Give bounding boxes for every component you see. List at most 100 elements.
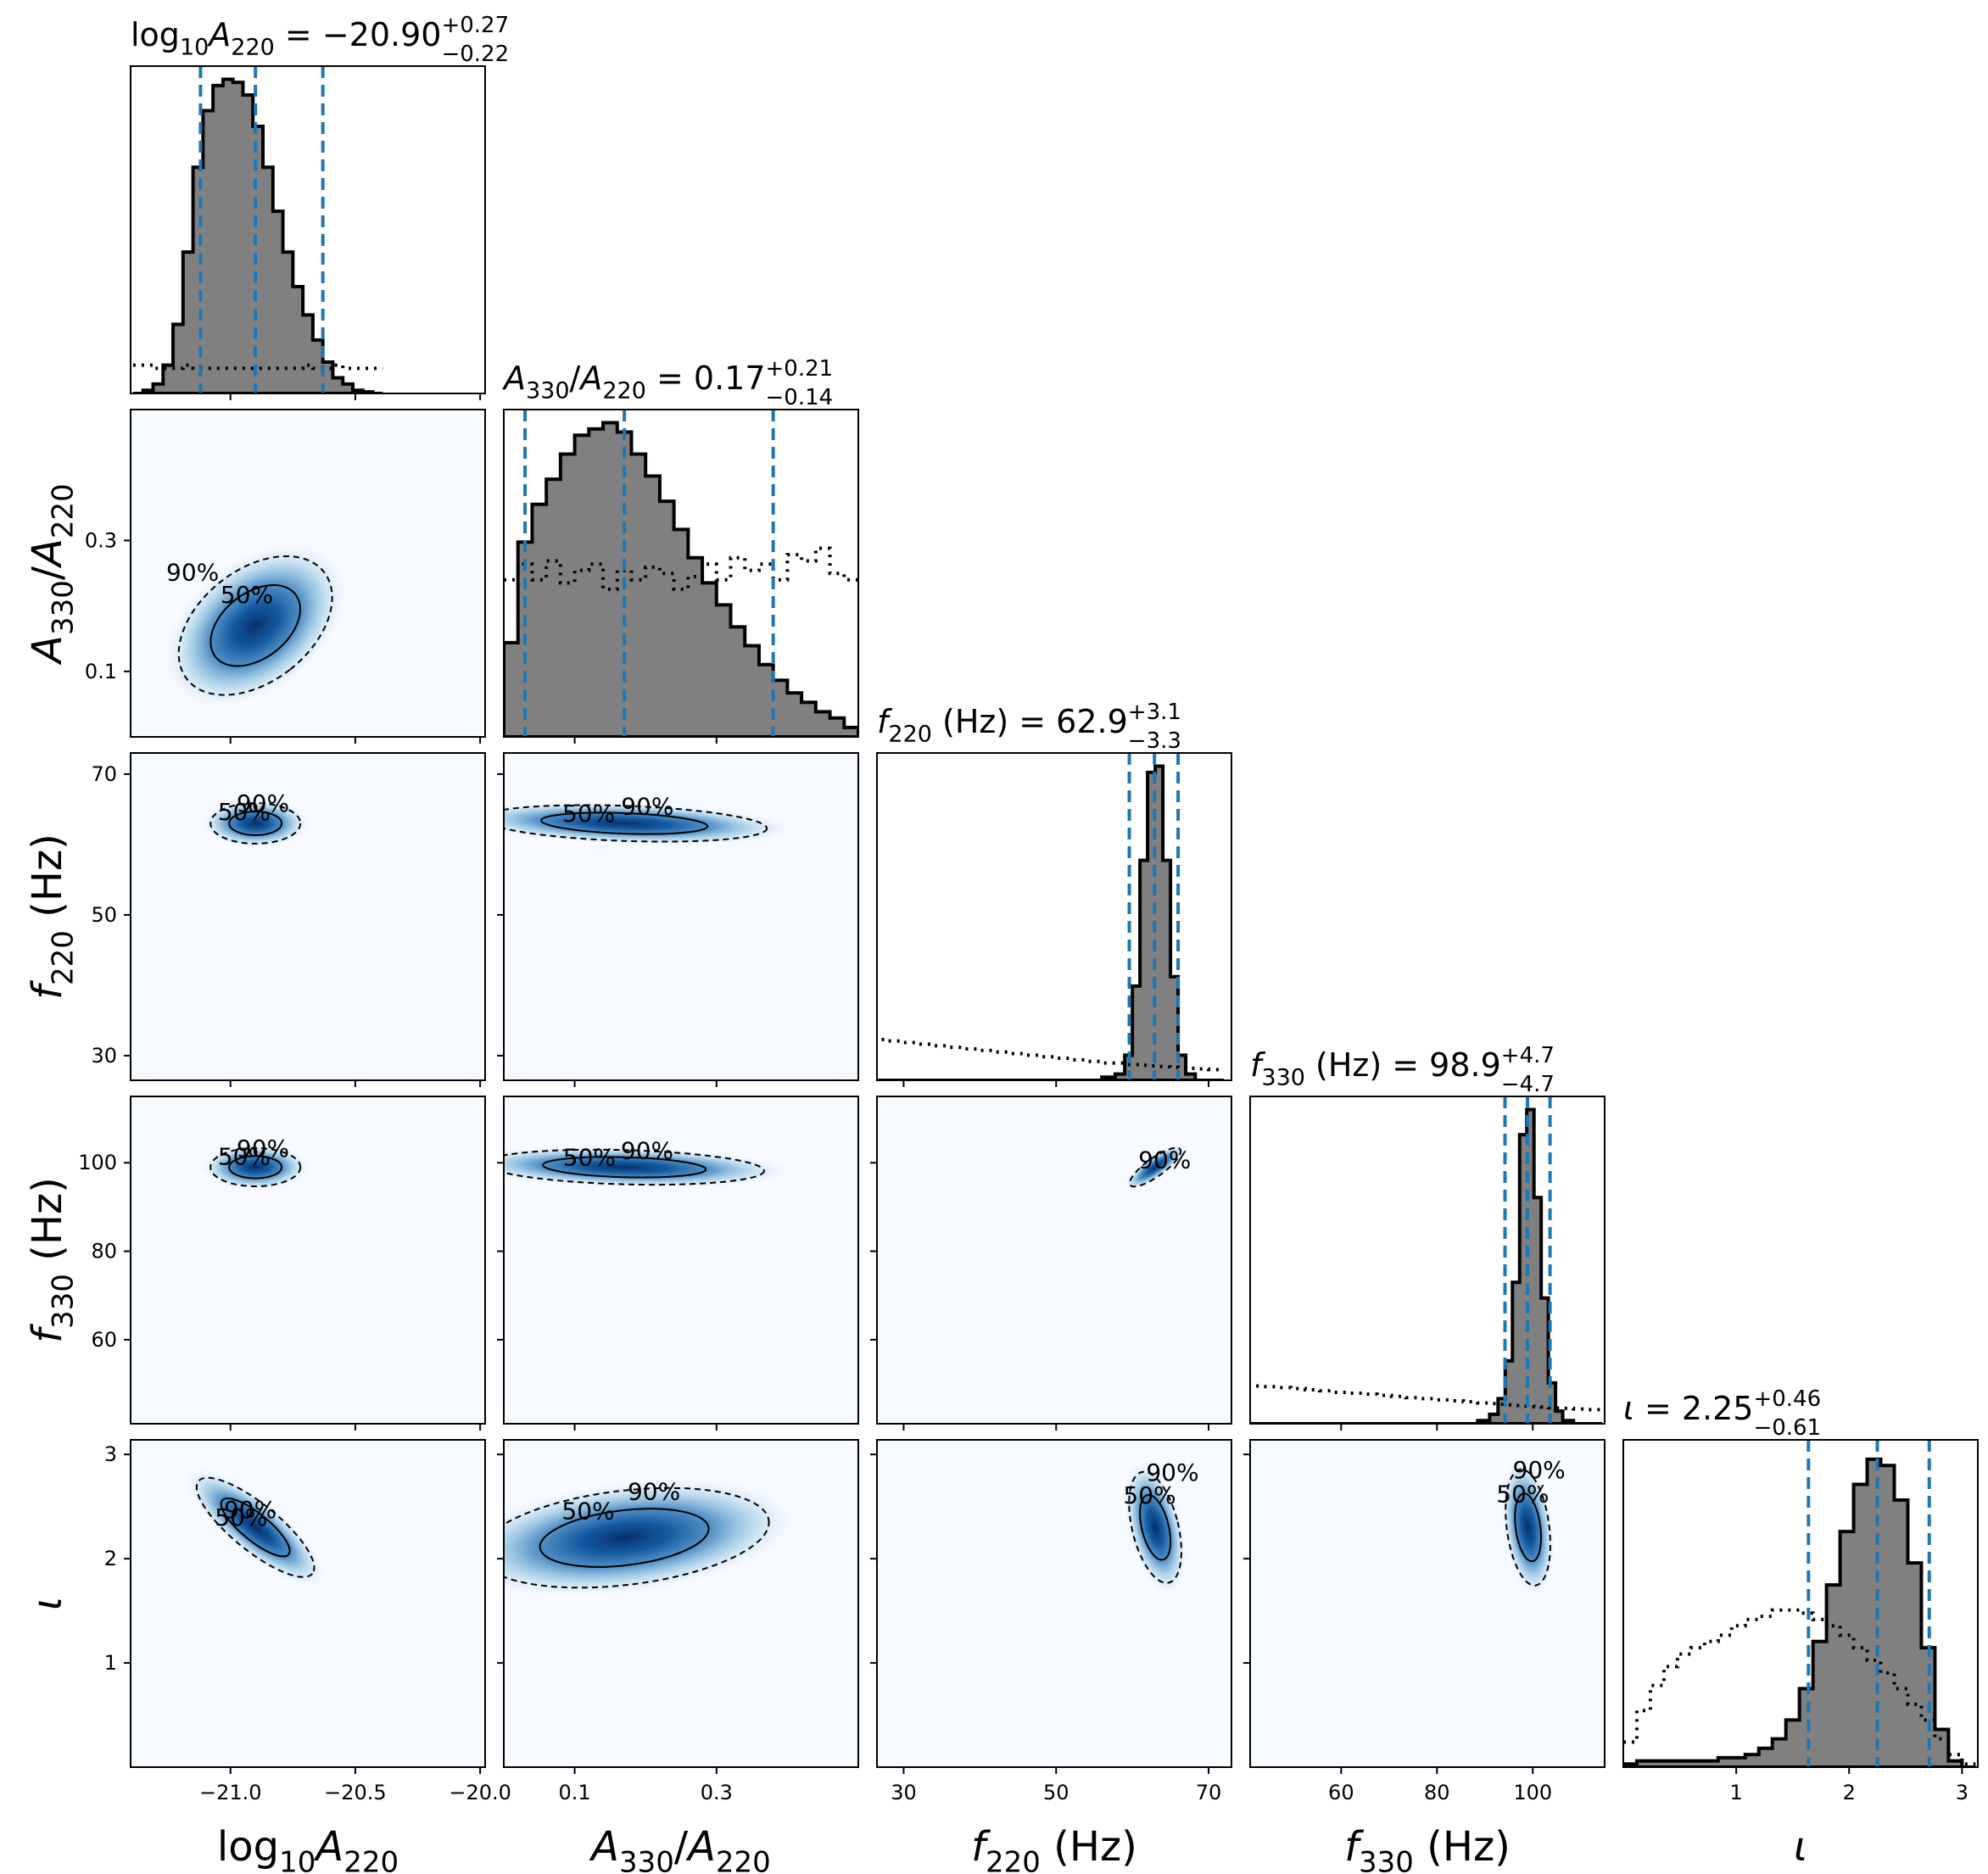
density-background (504, 1096, 858, 1424)
x-tick-label: 80 (1424, 1781, 1450, 1804)
contour-label-90: 90% (621, 792, 673, 820)
panel-frame (1622, 1439, 1979, 1768)
panel-f330-vs-iota: 90%50% 60 80 100 (1243, 1439, 1605, 1804)
density-blob (504, 800, 799, 846)
y-tick-label: 70 (91, 762, 117, 786)
panel-log10A220-vs-iota: 90%50% −21.0 −20.5 −20.0 1 2 3 (104, 1439, 511, 1804)
prior-histogram (1623, 1608, 1976, 1766)
panel-A330overA220-vs-iota: 90% 50% 0.1 0.3 (497, 1439, 859, 1804)
contour-label-90: 90% (1513, 1456, 1566, 1484)
contour-50 (541, 1156, 707, 1179)
panel-iota: ι = 2.25+0.46−0.61 1 2 3 (1622, 1386, 1979, 1804)
contour-50 (220, 1498, 291, 1558)
x-tick-label: 2 (1843, 1781, 1856, 1804)
posterior-histogram (132, 77, 383, 393)
contour-50 (209, 584, 301, 667)
panel-A330overA220-vs-f220: 90%50% (497, 752, 859, 1087)
x-axis-label-iota: ι (1794, 1823, 1807, 1871)
contour-label-90: 90% (224, 1496, 276, 1524)
y-tick-label: 1 (104, 1651, 117, 1675)
contour-label-50: 50% (215, 1503, 267, 1531)
contour-50 (228, 811, 283, 836)
x-axis-label-f330: f330​ (Hz) (1344, 1823, 1511, 1874)
y-tick-label: 30 (91, 1044, 117, 1068)
x-axis-label-log10A220: log10​A220​ (217, 1823, 399, 1874)
y-tick-label: 3 (104, 1442, 117, 1466)
x-axis-label-A330overA220: A330​/A220​ (589, 1823, 771, 1874)
contour-label-50: 50% (218, 1142, 271, 1170)
density-blob (200, 1143, 310, 1191)
panel-frame (130, 65, 486, 394)
param-title-iota: ι = 2.25+0.46 (1623, 1386, 1821, 1427)
prior-histogram (504, 546, 858, 591)
y-axis-label-iota: ι (24, 1597, 71, 1610)
param-title-minus-iota: −0.61 (1753, 1415, 1821, 1441)
contour-label-90: 90% (237, 1135, 289, 1163)
panel-log10A220-vs-A330overA220: 90%50% 0.1 0.3 (85, 409, 486, 744)
contour-label-50: 50% (562, 800, 615, 828)
contour-50 (228, 1155, 283, 1180)
panel-frame (130, 409, 486, 738)
contour-label-90: 90% (1138, 1146, 1191, 1174)
density-blob (504, 1146, 796, 1189)
contour-label-50: 50% (561, 1497, 614, 1525)
y-tick-label: 2 (104, 1547, 117, 1570)
contour-90 (504, 1486, 770, 1589)
density-blob (504, 1476, 801, 1599)
contour-label-90: 90% (1146, 1458, 1198, 1486)
contour-label-50: 50% (1123, 1481, 1175, 1509)
contour-label-50: 50% (563, 1144, 616, 1172)
param-title-minus-A330overA220: −0.14 (766, 385, 834, 410)
x-tick-label: 50 (1043, 1781, 1069, 1804)
x-tick-label: −20.5 (324, 1781, 387, 1804)
param-title-log10A220: log10​A220​ = −20.90+0.27 (131, 13, 509, 61)
density-blob (1124, 1143, 1187, 1191)
y-tick-label: 80 (91, 1240, 117, 1263)
contour-90 (195, 1476, 316, 1578)
y-axis-label-A330overA220: A330​/A220​ (24, 483, 80, 666)
density-background (131, 1440, 485, 1767)
x-axis-label-f220: f220​ (Hz) (971, 1823, 1137, 1874)
contour-90 (1129, 1146, 1182, 1188)
panel-f220-vs-f330: 90% (870, 1096, 1232, 1431)
panel-log10A220-vs-f330: 90%50% 60 80 100 (78, 1096, 486, 1431)
x-tick-label: 60 (1328, 1781, 1354, 1804)
x-tick-label: 0.1 (559, 1781, 591, 1804)
param-title-f220: f220​ (Hz) = 62.9+3.1 (877, 700, 1181, 748)
x-tick-label: −21.0 (199, 1781, 262, 1804)
contour-label-50: 50% (1496, 1480, 1549, 1508)
density-blob (1500, 1456, 1555, 1598)
panel-frame (876, 1096, 1232, 1425)
density-blob (200, 798, 310, 849)
density-blob (1123, 1459, 1187, 1596)
panel-frame (130, 752, 486, 1081)
panel-frame (503, 409, 859, 738)
posterior-histogram (1623, 1457, 1976, 1767)
panel-frame (1249, 1096, 1605, 1425)
param-title-minus-f330: −4.7 (1501, 1072, 1555, 1097)
panel-f330: f330​ (Hz) = 98.9+4.7−4.7 (1249, 1043, 1605, 1431)
panel-frame (876, 1439, 1232, 1768)
param-title-A330overA220: A330​/A220​ = 0.17+0.21 (501, 356, 833, 404)
posterior-histogram (877, 764, 1225, 1080)
contour-50 (540, 812, 709, 835)
y-tick-label: 50 (91, 903, 117, 927)
contour-50 (539, 1508, 710, 1568)
panel-frame (876, 752, 1232, 1081)
contour-50 (1514, 1492, 1542, 1563)
contour-90 (504, 804, 768, 843)
panel-frame (130, 1439, 486, 1768)
contour-label-50: 50% (221, 581, 273, 609)
density-background (877, 1440, 1231, 1767)
x-tick-label: 1 (1729, 1781, 1742, 1804)
x-tick-label: 70 (1196, 1781, 1222, 1804)
contour-label-90: 90% (166, 559, 219, 587)
contour-label-90: 90% (628, 1477, 680, 1505)
contour-90 (177, 555, 333, 696)
y-tick-label: 100 (78, 1151, 117, 1174)
x-tick-label: 3 (1956, 1781, 1968, 1804)
panel-log10A220: log10​A220​ = −20.90+0.27−0.22 (130, 13, 509, 400)
y-tick-label: 60 (91, 1328, 117, 1352)
x-tick-label: 30 (891, 1781, 917, 1804)
